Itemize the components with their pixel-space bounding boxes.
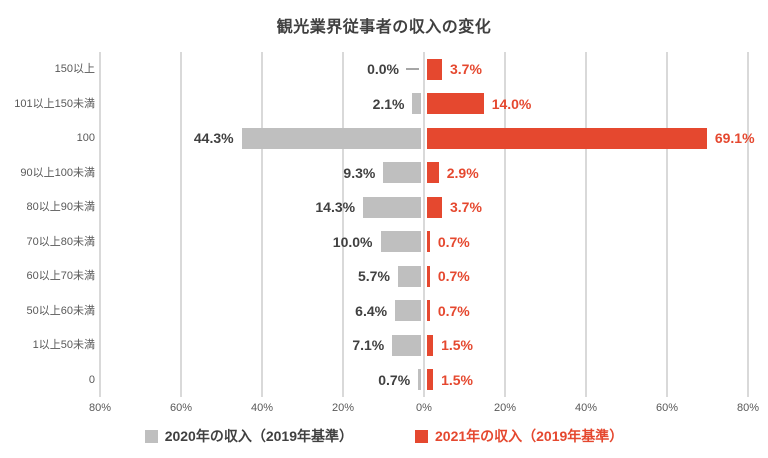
gridline [99, 52, 101, 397]
value-label-2020: 0.7% [378, 371, 411, 388]
bar-2020 [412, 93, 421, 115]
value-label-2021: 69.1% [714, 130, 755, 146]
chart-title: 観光業界従事者の収入の変化 [276, 19, 492, 36]
bar-2021 [427, 231, 430, 253]
gridline [666, 52, 668, 397]
value-label-2020: 5.7% [357, 268, 390, 284]
category-label: 0 [88, 373, 95, 386]
gridline [747, 52, 749, 397]
value-label-2020: 2.1% [372, 95, 405, 112]
bar-2021 [427, 93, 484, 115]
value-label-2021: 0.7% [437, 302, 470, 319]
gridline [423, 52, 425, 397]
bar-2021 [427, 58, 442, 80]
category-label: 101以上150未満 [14, 97, 95, 110]
value-label-2020: 6.4% [355, 302, 388, 319]
value-label-2021: 2.9% [446, 164, 479, 181]
bar-2020 [380, 231, 421, 253]
value-label-2020: 0.0% [367, 61, 399, 77]
legend-label-2020: 2020年の収入（2019年基準） [164, 428, 353, 444]
x-axis-tick-label: 0% [416, 402, 432, 414]
bar-2020 [363, 196, 421, 218]
bar-2020 [383, 162, 421, 184]
category-label: 70以上80未満 [26, 235, 95, 248]
bar-2020 [397, 265, 421, 287]
gridline [585, 52, 587, 397]
legend-swatch-2020-icon [144, 429, 158, 443]
bar-2021 [427, 300, 430, 322]
legend: 2020年の収入（2019年基準） 2021年の収入（2019年基準） [0, 426, 768, 446]
x-axis-tick-label: 20% [493, 402, 517, 414]
value-label-2021: 3.7% [449, 61, 482, 77]
value-label-2020: 14.3% [315, 199, 356, 215]
bar-2021 [427, 369, 434, 391]
legend-label-2021: 2021年の収入（2019年基準） [435, 428, 624, 444]
value-label-2020: 9.3% [343, 164, 376, 181]
bar-2020 [241, 127, 421, 149]
value-label-2021: 14.0% [491, 95, 532, 112]
value-label-2021: 3.7% [449, 199, 482, 215]
value-label-2021: 1.5% [441, 337, 473, 353]
category-label: 50以上60未満 [26, 304, 95, 317]
value-label-2021: 0.7% [437, 268, 470, 284]
x-axis-tick-label: 40% [574, 402, 598, 414]
gridline [180, 52, 182, 397]
gridline [261, 52, 263, 397]
value-label-2021: 1.5% [441, 371, 473, 388]
category-label: 150以上 [54, 63, 95, 75]
bar-2021 [427, 162, 439, 184]
gridline [504, 52, 506, 397]
bar-2021 [427, 196, 442, 218]
leader-line [406, 68, 419, 71]
category-label: 60以上70未満 [26, 270, 95, 282]
x-axis-tick-label: 60% [169, 402, 193, 414]
value-label-2020: 44.3% [193, 130, 234, 146]
bar-2020 [395, 300, 421, 322]
category-label: 90以上100未満 [20, 166, 95, 179]
value-label-2020: 10.0% [332, 233, 373, 250]
value-label-2021: 0.7% [437, 233, 470, 250]
category-label: 1以上50未満 [32, 339, 95, 351]
legend-item-2020: 2020年の収入（2019年基準） [144, 426, 353, 446]
category-label: 80以上90未満 [26, 201, 95, 213]
x-axis-tick-label: 80% [88, 402, 112, 414]
x-axis-tick-label: 60% [655, 402, 679, 414]
legend-swatch-2021-icon [415, 429, 428, 443]
bar-2021 [427, 265, 430, 287]
category-label: 100 [76, 132, 95, 144]
value-label-2020: 7.1% [352, 337, 385, 353]
bar-2021 [427, 127, 707, 149]
gridline [342, 52, 344, 397]
legend-item-2021: 2021年の収入（2019年基準） [415, 426, 623, 446]
x-axis-tick-label: 40% [250, 402, 274, 414]
x-axis-tick-label: 80% [736, 402, 760, 414]
bar-2020 [392, 334, 421, 356]
bar-2021 [427, 334, 434, 356]
bar-2020 [418, 369, 421, 391]
x-axis-tick-label: 20% [331, 402, 355, 414]
